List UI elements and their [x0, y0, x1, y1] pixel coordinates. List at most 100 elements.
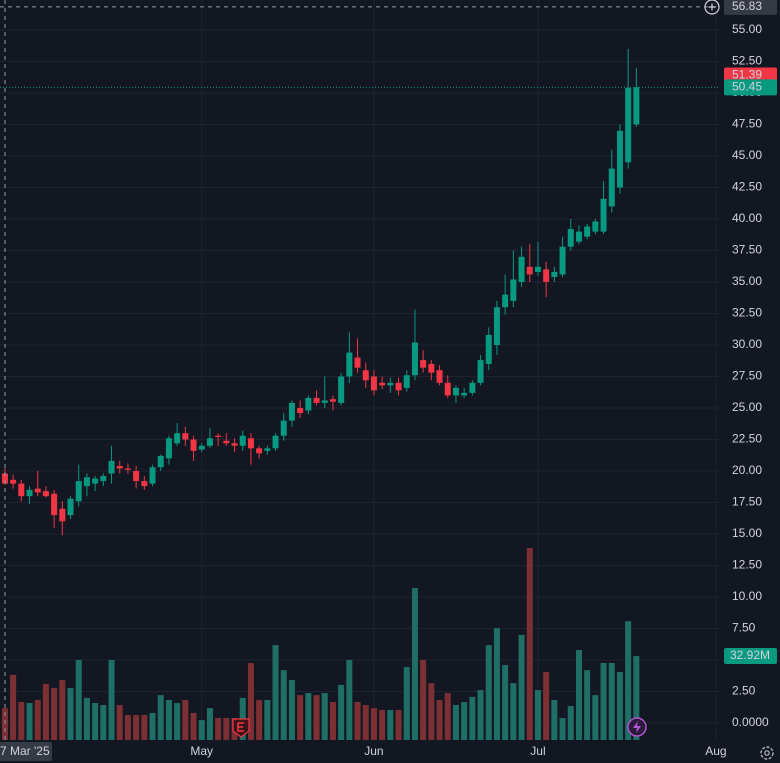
candle-body: [420, 360, 427, 368]
volume-bar: [625, 621, 632, 740]
candle-body: [42, 491, 49, 497]
candle-body: [83, 477, 90, 487]
y-tick-label: 30.00: [732, 337, 762, 351]
volume-bar: [346, 659, 353, 740]
earnings-letter: [237, 722, 244, 732]
candle-body: [502, 294, 509, 308]
candle-body: [452, 387, 459, 396]
candle-body: [297, 407, 304, 414]
candle-body: [239, 435, 246, 446]
volume-bar: [149, 712, 156, 740]
volume-bar: [280, 670, 287, 740]
x-tick-label: Aug: [705, 744, 726, 758]
x-tick-label: Jun: [364, 744, 383, 758]
volume-bar: [198, 720, 205, 740]
volume-bar: [608, 662, 615, 740]
volume-bar: [51, 687, 58, 740]
volume-bar: [256, 699, 263, 740]
add-circle[interactable]: [704, 0, 720, 15]
volume-bar: [510, 683, 517, 740]
candle-body: [108, 460, 115, 474]
candle-body: [206, 438, 213, 446]
volume-bar: [247, 662, 254, 740]
candle-body: [633, 87, 640, 125]
candle-body: [149, 467, 156, 484]
volume-bar: [354, 702, 361, 740]
crosshair-price-label: 56.83: [732, 0, 762, 13]
candle-body: [288, 402, 295, 421]
volume-bar: [223, 718, 230, 740]
candle-body: [133, 470, 140, 482]
candle-body: [469, 382, 476, 393]
y-tick-label: 52.50: [732, 54, 762, 68]
volume-bar: [502, 665, 509, 740]
volume-bar: [18, 702, 25, 740]
volume-bar: [526, 547, 533, 740]
candle-body: [526, 266, 533, 275]
earnings-badge[interactable]: [232, 718, 250, 738]
y-tick-label: 25.00: [732, 400, 762, 414]
volume-bar: [165, 699, 172, 740]
volume-bar: [297, 695, 304, 740]
candle-body: [26, 489, 33, 497]
candle-body: [584, 226, 591, 237]
volume-bar: [461, 702, 468, 740]
grid: [0, 0, 720, 740]
volume-bar: [190, 712, 197, 740]
candle-body: [379, 382, 386, 386]
volume-bar: [42, 683, 49, 740]
candle-body: [157, 455, 164, 468]
earnings-icon[interactable]: [232, 718, 250, 738]
add-button[interactable]: [704, 0, 720, 15]
volume-label-box: [724, 648, 777, 665]
volume-bar: [67, 687, 74, 740]
y-tick-label: 37.50: [732, 243, 762, 257]
candle-body: [59, 508, 66, 522]
settings-gear[interactable]: [760, 746, 774, 760]
candle-body: [141, 481, 148, 487]
volume-bar: [452, 705, 459, 740]
y-tick-label: 42.50: [732, 180, 762, 194]
volume-bar: [141, 715, 148, 740]
volume-bar: [124, 715, 131, 740]
candle-body: [338, 376, 345, 403]
candle-body: [223, 440, 230, 444]
crosshair-date-label: 7 Mar '25: [0, 744, 50, 758]
candle-body: [75, 481, 82, 502]
candle-body: [247, 438, 254, 449]
volume-bar: [395, 709, 402, 740]
volume-bar: [133, 715, 140, 740]
event-icon[interactable]: [627, 717, 647, 737]
volume-bar: [215, 718, 222, 740]
candle-body: [116, 465, 123, 469]
y-tick-label: 32.50: [732, 306, 762, 320]
y-tick-label: 17.50: [732, 495, 762, 509]
candle-body: [10, 479, 17, 484]
candle-body: [551, 271, 558, 277]
candle-body: [256, 448, 263, 454]
settings-button[interactable]: [760, 746, 774, 760]
volume-bar: [411, 588, 418, 740]
volume-bar: [387, 709, 394, 740]
volume-bar: [469, 696, 476, 740]
candle-body: [100, 476, 107, 482]
candle-body: [395, 382, 402, 391]
volume-bar: [338, 684, 345, 740]
candle-body: [567, 229, 574, 247]
volume-bar: [543, 671, 550, 740]
y-tick-label: 40.00: [732, 211, 762, 225]
volume-bar: [264, 699, 271, 740]
x-tick-label: May: [190, 744, 213, 758]
candle-body: [305, 397, 312, 411]
price-marker-label: 51.39: [732, 68, 762, 82]
volume-bar: [600, 662, 607, 740]
volume-bar: [83, 697, 90, 740]
candle-body: [436, 370, 443, 383]
volume-bar: [313, 695, 320, 740]
candle-body: [92, 478, 99, 484]
volume-bar: [288, 680, 295, 740]
candle-body: [625, 87, 632, 163]
volume-bar: [633, 656, 640, 740]
